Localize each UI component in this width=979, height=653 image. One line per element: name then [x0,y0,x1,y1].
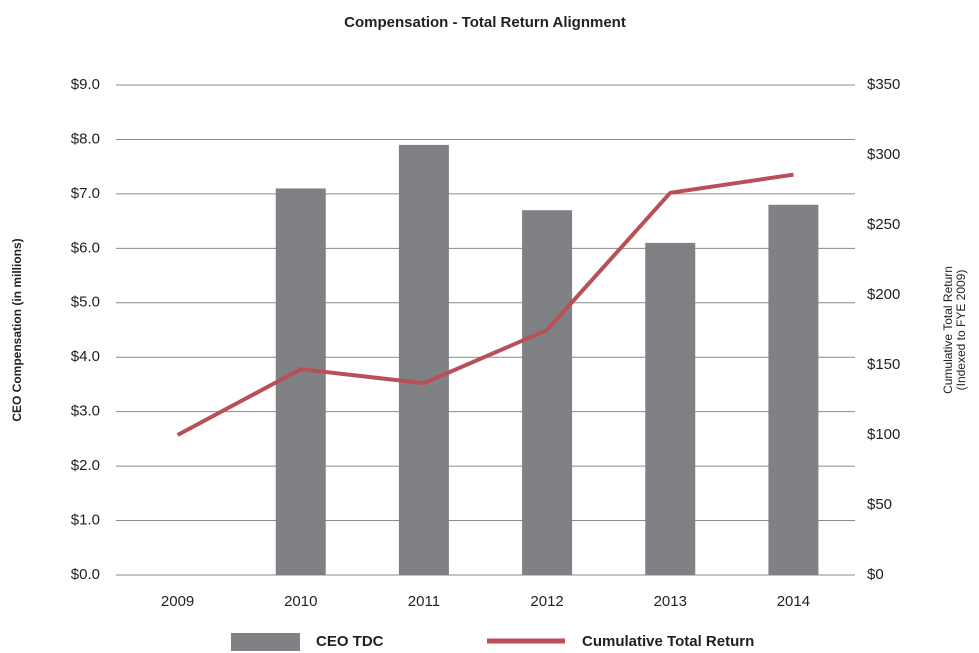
y2-tick-label: $350 [867,76,900,93]
y-tick-label: $0.0 [71,566,100,583]
y2-tick-label: $200 [867,286,900,303]
legend-label: CEO TDC [316,633,384,650]
x-tick-label: 2010 [284,593,317,610]
y-tick-label: $3.0 [71,403,100,420]
bar [645,242,696,575]
y2-tick-label: $250 [867,216,900,233]
y-tick-label: $8.0 [71,130,100,147]
bar [522,210,573,575]
y-tick-label: $7.0 [71,185,100,202]
bar [275,188,326,575]
legend-swatch [231,633,300,651]
x-tick-label: 2014 [777,593,810,610]
legend-label: Cumulative Total Return [582,633,754,650]
y2-tick-label: $100 [867,426,900,443]
x-tick-label: 2012 [530,593,563,610]
bar [398,144,449,575]
chart-title: Compensation - Total Return Alignment [344,14,626,31]
x-tick-label: 2011 [408,593,440,610]
y2-axis-label: (Indexed to FYE 2009) [954,270,968,391]
bar [768,204,819,575]
y-tick-label: $1.0 [71,512,100,529]
y-tick-label: $5.0 [71,294,100,311]
y2-tick-label: $300 [867,146,900,163]
y2-tick-label: $50 [867,496,892,513]
line [176,172,794,437]
y2-axis-label: Cumulative Total Return [941,266,955,394]
y2-tick-label: $0 [867,566,884,583]
y-tick-label: $9.0 [71,76,100,93]
y-tick-label: $4.0 [71,348,100,365]
x-tick-label: 2009 [161,593,194,610]
y-tick-label: $6.0 [71,239,100,256]
y-axis-label: CEO Compensation (in millions) [10,238,24,421]
y2-tick-label: $150 [867,356,900,373]
x-tick-label: 2013 [654,593,687,610]
y-tick-label: $2.0 [71,457,100,474]
